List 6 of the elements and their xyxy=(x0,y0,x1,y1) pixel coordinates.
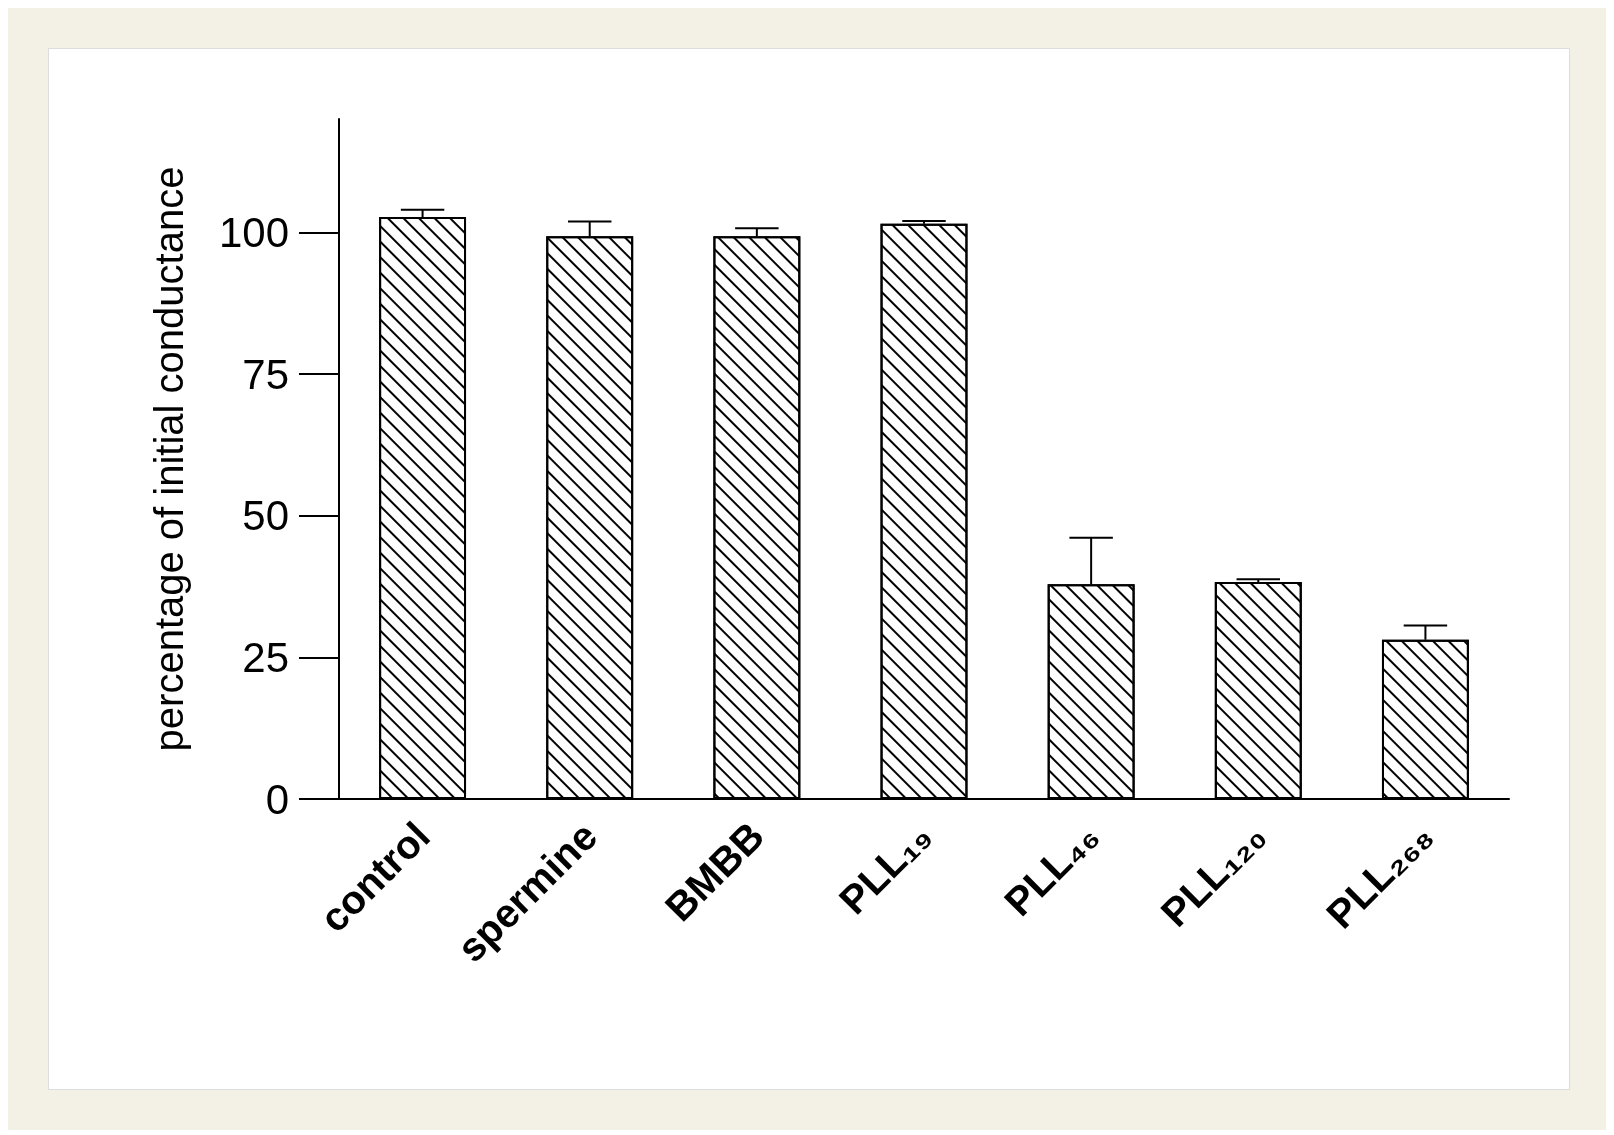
y-axis-title: percentage of initial conductance xyxy=(147,166,191,752)
y-tick-label: 100 xyxy=(218,208,289,256)
y-tick-label: 0 xyxy=(265,775,289,823)
y-tick-label: 75 xyxy=(242,350,289,398)
y-tick-label: 25 xyxy=(242,633,289,681)
y-tick-label: 50 xyxy=(242,492,289,540)
